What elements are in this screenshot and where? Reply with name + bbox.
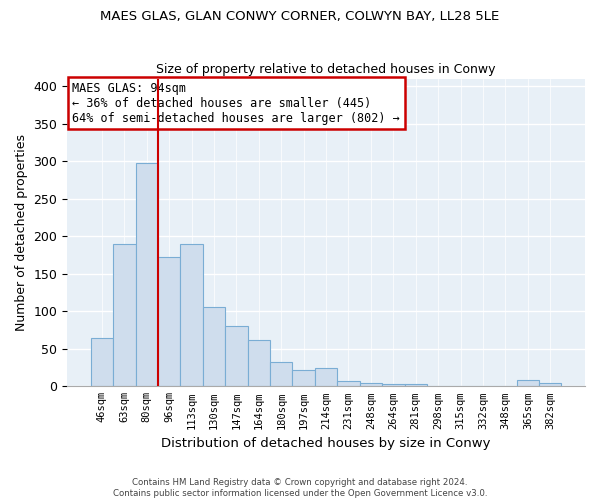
Bar	[360, 382, 382, 386]
Bar	[113, 244, 136, 386]
X-axis label: Distribution of detached houses by size in Conwy: Distribution of detached houses by size …	[161, 437, 491, 450]
Bar	[292, 370, 315, 386]
Bar	[158, 257, 181, 386]
Bar	[136, 162, 158, 386]
Text: MAES GLAS, GLAN CONWY CORNER, COLWYN BAY, LL28 5LE: MAES GLAS, GLAN CONWY CORNER, COLWYN BAY…	[100, 10, 500, 23]
Bar	[539, 382, 562, 386]
Bar	[382, 384, 404, 386]
Text: MAES GLAS: 94sqm
← 36% of detached houses are smaller (445)
64% of semi-detached: MAES GLAS: 94sqm ← 36% of detached house…	[73, 82, 400, 124]
Bar	[404, 384, 427, 386]
Title: Size of property relative to detached houses in Conwy: Size of property relative to detached ho…	[157, 63, 496, 76]
Bar	[91, 338, 113, 386]
Bar	[203, 308, 225, 386]
Text: Contains HM Land Registry data © Crown copyright and database right 2024.
Contai: Contains HM Land Registry data © Crown c…	[113, 478, 487, 498]
Bar	[225, 326, 248, 386]
Bar	[270, 362, 292, 386]
Y-axis label: Number of detached properties: Number of detached properties	[15, 134, 28, 331]
Bar	[315, 368, 337, 386]
Bar	[248, 340, 270, 386]
Bar	[337, 381, 360, 386]
Bar	[517, 380, 539, 386]
Bar	[181, 244, 203, 386]
